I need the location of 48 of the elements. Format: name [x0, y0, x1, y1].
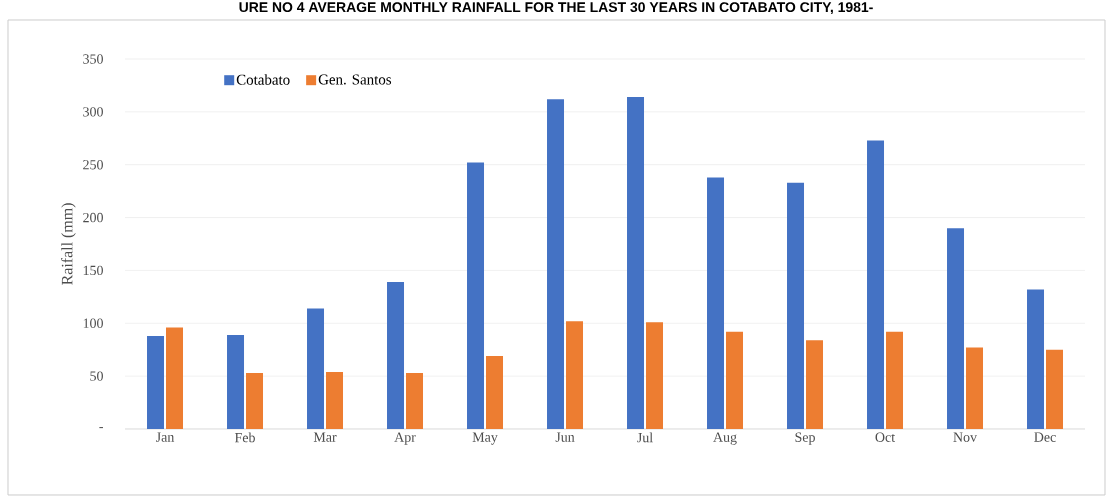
x-tick-label: Jan: [156, 432, 175, 442]
x-tick-label: Sep: [795, 432, 815, 445]
y-tick-label: 150: [83, 265, 103, 276]
x-tick-label: Dec: [1034, 432, 1056, 442]
x-tick-label: Feb: [234, 432, 255, 443]
bar: [467, 162, 485, 429]
y-tick-label: 250: [83, 159, 103, 170]
x-tick-label: Oct: [875, 432, 895, 442]
bar: [646, 322, 664, 429]
bar: [1046, 349, 1064, 429]
x-tick-label: Jun: [555, 432, 575, 442]
bar: [307, 308, 325, 429]
x-tick-label: Jul: [637, 432, 653, 443]
bar: [326, 371, 344, 429]
bar: [1027, 289, 1045, 429]
chart-title: URE NO 4 AVERAGE MONTHLY RAINFALL FOR THE LAST 30 YEARS IN COTABATO CITY, 1981-: [239, 2, 873, 15]
legend-label: Gen. Santos: [318, 74, 392, 85]
y-tick-label: 200: [83, 212, 103, 223]
bar: [566, 321, 584, 429]
legend-label: Cotabato: [236, 74, 290, 85]
y-tick-label: -: [99, 427, 103, 429]
bar: [806, 340, 824, 429]
bar: [486, 356, 504, 429]
x-tick-label: May: [472, 432, 498, 445]
y-tick-label: 50: [90, 371, 103, 381]
x-tick-label: Nov: [953, 432, 978, 442]
bar: [966, 347, 984, 429]
bar: [246, 372, 264, 429]
bar: [387, 282, 405, 429]
bar: [166, 327, 184, 429]
bar: [406, 372, 424, 429]
bar: [707, 177, 725, 429]
bar: [867, 140, 885, 429]
x-tick-label: Aug: [713, 432, 737, 445]
bar: [787, 182, 805, 429]
y-tick-label: 300: [83, 107, 103, 117]
bar: [947, 228, 965, 429]
x-tick-label: Mar: [313, 432, 337, 442]
y-tick-label: 100: [83, 318, 103, 328]
bar: [886, 331, 904, 429]
bar: [726, 331, 744, 429]
y-axis-title: Raifall (mm): [61, 203, 76, 285]
x-tick-label: Apr: [394, 432, 416, 445]
bar: [627, 97, 645, 429]
y-tick-label: 350: [83, 54, 103, 64]
bar: [227, 334, 245, 429]
bar: [147, 335, 165, 429]
bar: [547, 99, 565, 429]
